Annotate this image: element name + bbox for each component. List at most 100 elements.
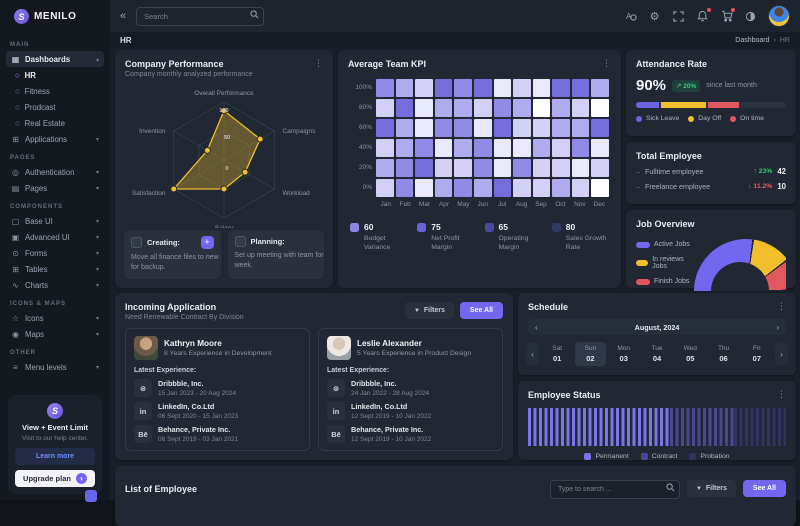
settings-icon[interactable]: ⚙ (649, 10, 660, 23)
sidebar-item-forms[interactable]: ⊙ Forms ▾ (6, 245, 104, 261)
day-cell-mon[interactable]: Mon 03 (609, 342, 639, 366)
chevron-down-icon: ▾ (95, 315, 99, 322)
upgrade-plan-button[interactable]: Upgrade plan › (15, 470, 95, 487)
pages-icon: ▤ (11, 183, 20, 193)
next-days-icon[interactable]: › (774, 343, 788, 365)
day-cell-sat[interactable]: Sat 01 (542, 342, 572, 366)
task-checkbox[interactable] (234, 236, 246, 247)
promo-logo-icon: S (47, 403, 63, 419)
legend-label: Finish Jobs (654, 278, 690, 285)
legend-pill-icon (636, 241, 650, 248)
user-avatar[interactable] (768, 5, 790, 27)
heatmap-cell (552, 159, 570, 177)
more-menu-icon[interactable]: ⋮ (777, 389, 786, 399)
sidebar-item-tables[interactable]: ⊞ Tables ▾ (6, 261, 104, 277)
sidebar-item-advanced-ui[interactable]: ▣ Advanced UI ▾ (6, 229, 104, 245)
sidebar-item-icons[interactable]: ☆ Icons ▾ (6, 310, 104, 326)
sidebar-collapse-icon[interactable]: « (120, 10, 127, 22)
nav-section-label: ICONS & MAPS (10, 301, 67, 307)
heatmap-cell (493, 79, 512, 97)
sidebar-item-maps[interactable]: ◉ Maps ▾ (6, 326, 104, 342)
change-down: ↓ 11.2% (748, 183, 773, 190)
heatmap-cell (395, 159, 414, 177)
prev-month-icon[interactable]: ‹ (535, 322, 538, 332)
brand[interactable]: S MENILO (0, 0, 110, 32)
average-team-kpi-card: Average Team KPI ⋮ 100% 80% 60% 40% 20% 0% Ja… (338, 50, 621, 288)
see-all-button[interactable]: See All (459, 302, 503, 319)
forms-icon: ⊙ (12, 248, 19, 258)
contrast-icon[interactable] (744, 10, 757, 23)
sidebar-item-menu-levels[interactable]: ≡ Menu levels ▾ (6, 359, 104, 375)
see-all-button[interactable]: See All (742, 480, 786, 497)
bell-icon[interactable] (696, 7, 711, 23)
day-of-week: Sun (584, 345, 597, 352)
sidebar-item-label: Applications (25, 134, 68, 144)
kpi-heatmap: 100% 80% 60% 40% 20% 0% Jan Feb Mar Apr May Jun Jul… (338, 69, 621, 208)
filters-label: Filters (705, 485, 727, 492)
filters-button[interactable]: ▼ Filters (686, 480, 736, 497)
fullscreen-icon[interactable] (672, 10, 685, 23)
search-input[interactable] (136, 7, 265, 26)
sidebar-item-pages[interactable]: ▤ Pages ▾ (6, 180, 104, 196)
day-cell-tue[interactable]: Tue 04 (642, 342, 672, 366)
sidebar-item-dashboards[interactable]: ▦ Dashboards ▴ (6, 51, 104, 67)
day-cell-wed[interactable]: Wed 05 (675, 342, 705, 366)
sidebar-item-prodcast[interactable]: ◇ Prodcast (6, 99, 104, 115)
heatmap-cell (532, 99, 551, 117)
heatmap-cell (513, 99, 531, 117)
learn-more-button[interactable]: Learn more (15, 448, 95, 465)
sidebar-item-fitness[interactable]: ◇ Fitness (6, 83, 104, 99)
experience-period: 12 Sept 2019 - 10 Jan 2022 (351, 435, 432, 443)
day-cell-sun[interactable]: Sun 02 (575, 342, 606, 366)
filter-icon: ▼ (413, 307, 420, 314)
legend-dot-icon (688, 115, 695, 122)
sidebar-item-charts[interactable]: ∿ Charts ▾ (6, 277, 104, 293)
card-title: Average Team KPI (348, 59, 427, 69)
attendance-note: since last month (706, 82, 757, 89)
employee-search-input[interactable] (549, 480, 680, 499)
heatmap-cell (376, 99, 394, 117)
sidebar-item-real-estate[interactable]: ◇ Real Estate (6, 115, 104, 131)
sidebar-item-authentication[interactable]: ◎ Authentication ▾ (6, 164, 104, 180)
total-employee-rows: – Fulltime employee ↑ 23% 42– Freelance empl… (626, 161, 796, 191)
sidebar-item-hr[interactable]: ◇ HR (6, 67, 104, 83)
kpi-stat-sales-growth-rate: 80 Sales Growth Rate (551, 222, 609, 252)
kpi-stat-value: 75 (431, 222, 441, 232)
day-number: 02 (586, 354, 595, 363)
floating-action-button[interactable] (85, 490, 97, 502)
employee-row-fulltime-employee: – Fulltime employee ↑ 23% 42 (626, 161, 796, 176)
add-task-button[interactable]: + (200, 236, 214, 249)
heatmap-cell (454, 159, 472, 177)
more-menu-icon[interactable]: ⋮ (777, 301, 786, 311)
day-cell-fri[interactable]: Fri 07 (742, 342, 772, 366)
dash-icon: – (636, 182, 640, 191)
sidebar-item-label: Prodcast (24, 102, 56, 112)
prev-days-icon[interactable]: ‹ (526, 343, 539, 365)
cart-icon[interactable] (720, 7, 735, 23)
next-month-icon[interactable]: › (776, 322, 779, 332)
sidebar-item-base-ui[interactable]: ▢ Base UI ▾ (6, 213, 104, 229)
behance-icon: Bē (134, 425, 152, 443)
sidebar-item-label: Forms (25, 248, 48, 258)
legend-label: Sick Leave (646, 115, 680, 122)
attendance-rate-card: Attendance Rate 90% ↗ 20% since last mon… (626, 50, 796, 136)
heatmap-cell (395, 99, 414, 117)
task-checkbox[interactable] (131, 237, 142, 248)
sidebar-item-applications[interactable]: ⊞ Applications ▾ (6, 131, 104, 147)
applicant-name: Leslie Alexander (357, 339, 422, 348)
applicant-experience: 8 Years Experience in Development (164, 350, 272, 357)
heatmap-cell (513, 179, 531, 197)
employee-row-label: Fulltime employee (645, 167, 704, 176)
day-cell-thu[interactable]: Thu 06 (708, 342, 738, 366)
kpi-stat-operating-margin: 65 Operating Margin (484, 222, 542, 252)
filters-button[interactable]: ▼ Filters (404, 302, 454, 319)
language-icon[interactable]: A (624, 10, 637, 23)
more-menu-icon[interactable]: ⋮ (602, 58, 611, 68)
search-icon (666, 483, 675, 492)
nav-section-label: MAIN (10, 42, 30, 48)
linkedin-icon: in (134, 402, 152, 420)
heatmap-cell (454, 179, 472, 197)
breadcrumb-dashboard[interactable]: Dashboard (735, 36, 770, 44)
more-menu-icon[interactable]: ⋮ (314, 58, 323, 68)
heatmap-cell (571, 159, 590, 177)
